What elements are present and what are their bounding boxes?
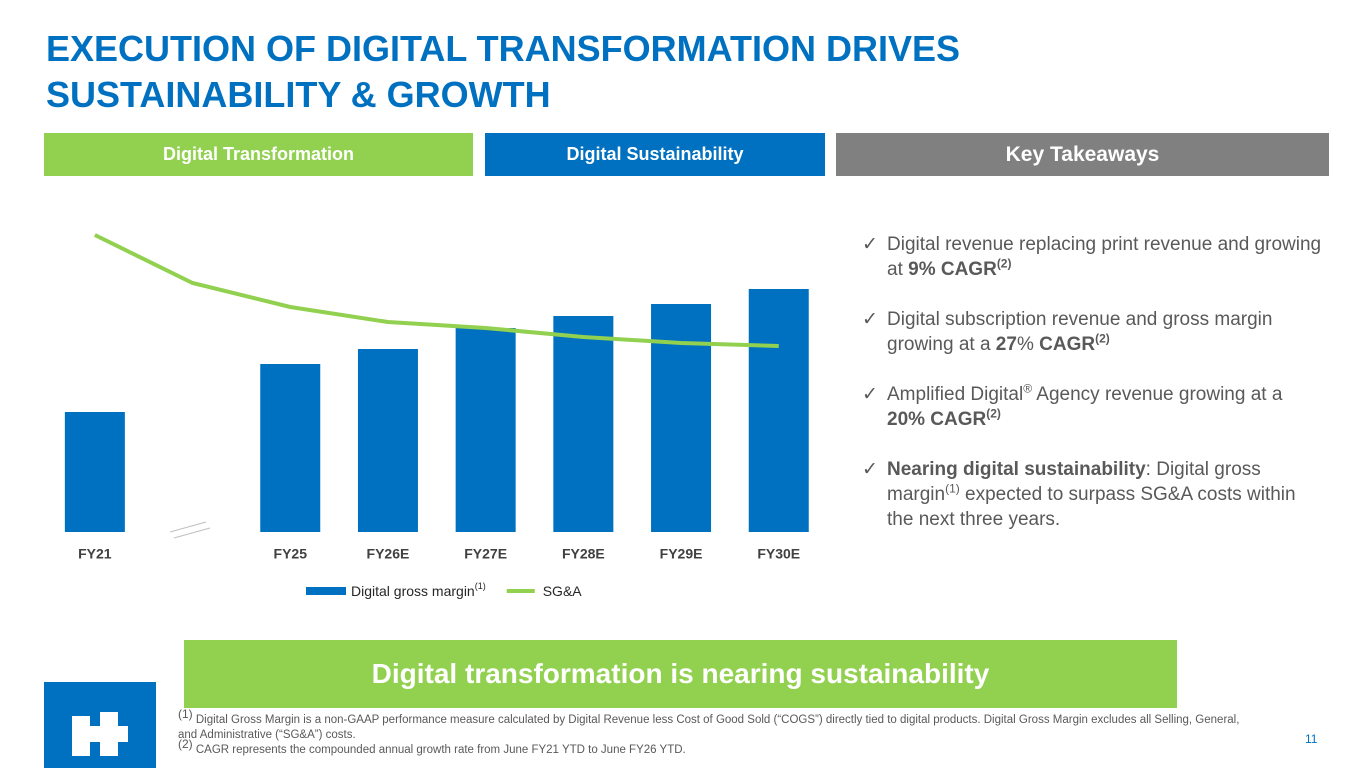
text-run: Digital revenue replacing print revenue … [887,234,1322,280]
text-run: CAGR represents the compounded annual gr… [192,744,686,756]
legend-name: SG&A [543,583,583,599]
footnote: (2) CAGR represents the compounded annua… [178,738,1248,758]
text-run: 9% CAGR [908,259,997,280]
text-run: : Digital gross margin [887,459,1261,505]
text-run: CAGR [1039,334,1096,355]
legend-item: SG&A [506,583,583,599]
legend-item: Digital gross margin(1) [306,581,486,599]
bar [64,412,125,532]
text-run: % [1016,334,1040,355]
takeaway: Amplified Digital® Agency revenue growin… [862,382,1322,432]
text-run: (2) [1095,331,1110,346]
tab: Digital Transformation [44,133,473,176]
text-run: (2) [178,737,193,752]
logo-mark [72,712,128,756]
x-tick-label: FY27E [464,546,507,562]
text-run: Nearing digital sustainability [887,459,1146,480]
text-run: (1) [945,481,960,496]
x-tick-label: FY28E [562,546,605,562]
legend-name: Digital gross margin [351,583,475,599]
x-tick-label: FY30E [757,546,800,562]
bar [651,304,712,532]
banner: Digital transformation is nearing sustai… [184,640,1177,708]
text-run: Digital Gross Margin is a non-GAAP perfo… [178,714,1240,741]
text-run: Digital subscription revenue and gross m… [887,309,1273,355]
legend-label: Digital gross margin(1) [351,581,486,598]
text-run: expected to surpass SG&A costs within th… [887,484,1296,530]
text-run: Agency revenue growing at a [1032,384,1283,405]
text-run: (2) [996,256,1012,271]
text-run: (1) [178,707,193,722]
axis-break [173,527,211,539]
takeaway: Digital revenue replacing print revenue … [862,232,1322,282]
x-tick-label: FY21 [78,546,112,562]
tab: Digital Sustainability [485,133,825,176]
text-run: 20% CAGR [887,409,987,430]
bar [455,328,516,532]
legend-label: SG&A [543,583,583,599]
line [93,233,779,348]
bar [357,349,418,532]
title-line: EXECUTION OF DIGITAL TRANSFORMATION DRIV… [46,28,961,69]
bar [553,316,614,532]
footnote: (1) Digital Gross Margin is a non-GAAP p… [178,708,1248,743]
bar [748,289,809,532]
title-line: SUSTAINABILITY & GROWTH [46,74,551,115]
takeaways: Digital revenue replacing print revenue … [862,232,1322,557]
slide-title: EXECUTION OF DIGITAL TRANSFORMATION DRIV… [46,26,960,118]
takeaway: Nearing digital sustainability: Digital … [862,457,1322,532]
chart: FY21 FY25 FY26E FY27E FY28E FY29E FY30E Digital… [64,233,809,599]
text-run: ® [1023,381,1033,396]
footnotes: (1) Digital Gross Margin is a non-GAAP p… [178,708,1248,758]
tab: Key Takeaways [836,133,1329,176]
legend-sup: (1) [475,581,486,591]
bar [260,364,321,532]
x-tick-label: FY26E [367,546,410,562]
takeaway: Digital subscription revenue and gross m… [862,307,1322,357]
text-run: (2) [986,406,1001,421]
x-tick-label: FY25 [274,546,308,562]
text-run: 27 [995,334,1017,355]
logo [44,682,156,768]
page-number: 11 [1305,732,1318,746]
x-tick-label: FY29E [660,546,703,562]
axis-break [169,521,207,533]
text-run: Amplified Digital [887,384,1024,405]
legend-swatch [306,587,346,595]
